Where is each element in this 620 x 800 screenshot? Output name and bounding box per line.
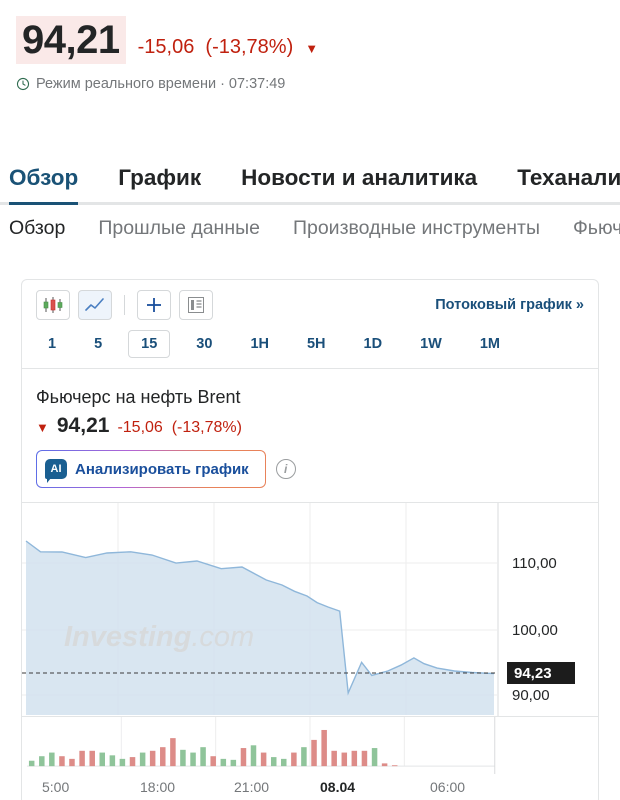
svg-text:21:00: 21:00 bbox=[234, 779, 269, 795]
svg-text:18:00: 18:00 bbox=[140, 779, 175, 795]
svg-text:90,00: 90,00 bbox=[512, 687, 550, 704]
svg-text:08.04: 08.04 bbox=[320, 779, 355, 795]
svg-text:06:00: 06:00 bbox=[430, 779, 465, 795]
svg-text:110,00: 110,00 bbox=[512, 555, 557, 572]
svg-text:5:00: 5:00 bbox=[42, 779, 69, 795]
svg-text:100,00: 100,00 bbox=[512, 622, 558, 639]
svg-text:94,23: 94,23 bbox=[514, 665, 552, 682]
